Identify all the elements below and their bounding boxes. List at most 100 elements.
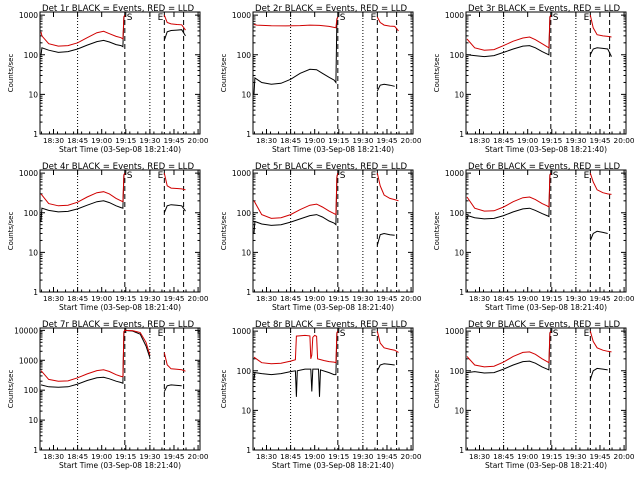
y-axis-label: Counts/sec [220, 212, 228, 251]
y-axis-label: Counts/sec [220, 370, 228, 409]
x-tick-label: 19:30 [352, 136, 373, 145]
y-tick-label: 1 [459, 288, 464, 297]
y-tick-label: 100 [450, 209, 465, 218]
x-axis-label: Start Time (03-Sep-08 18:21:40) [272, 145, 394, 154]
series-red-line [40, 329, 151, 382]
event-marker-s: S [340, 329, 346, 339]
y-tick-label: 10 [28, 416, 38, 425]
x-tick-label: 19:15 [115, 452, 136, 461]
x-tick-label: 20:00 [188, 136, 209, 145]
x-tick-label: 18:30 [469, 136, 490, 145]
y-tick-label: 100 [450, 51, 465, 60]
series-black-line [589, 367, 608, 380]
chart-title: Det 3r BLACK = Events, RED = LLD [468, 4, 620, 14]
chart-title: Det 7r BLACK = Events, RED = LLD [42, 320, 194, 330]
event-marker-e: E [371, 329, 377, 339]
y-tick-label: 1 [246, 130, 251, 139]
series-red-line [253, 172, 339, 219]
x-tick-label: 19:30 [139, 452, 160, 461]
chart-panel: Det 7r BLACK = Events, RED = LLD 1 10 100 10… [7, 320, 209, 470]
x-tick-label: 19:30 [565, 136, 586, 145]
x-tick-label: 18:45 [67, 452, 88, 461]
chart-panel: Det 1r BLACK = Events, RED = LLD 1 10 100 10… [7, 4, 209, 154]
y-tick-label: 100 [450, 367, 465, 376]
event-marker-s: S [127, 13, 133, 23]
x-tick-label: 19:45 [376, 294, 397, 303]
event-marker-e: E [584, 13, 590, 23]
series-red-line [163, 14, 186, 31]
x-tick-label: 18:30 [469, 294, 490, 303]
event-marker-s: S [553, 171, 559, 181]
y-axis-label: Counts/sec [7, 54, 15, 93]
x-tick-label: 18:45 [280, 294, 301, 303]
series-red-line [589, 172, 612, 195]
y-tick-label: 1000 [445, 327, 464, 336]
x-axis-label: Start Time (03-Sep-08 18:21:40) [59, 461, 181, 470]
y-tick-label: 100 [237, 51, 252, 60]
series-red-line [253, 330, 339, 365]
x-tick-label: 20:00 [188, 294, 209, 303]
y-tick-label: 1000 [232, 11, 251, 20]
y-tick-label: 1000 [19, 356, 38, 365]
series-red-line [376, 16, 399, 32]
y-tick-label: 10 [241, 248, 251, 257]
plot-frame [39, 327, 201, 451]
y-tick-label: 1000 [232, 327, 251, 336]
series-black-line [376, 363, 395, 372]
series-black-line [40, 329, 151, 388]
chart-title: Det 1r BLACK = Events, RED = LLD [42, 4, 194, 14]
x-tick-label: 19:45 [376, 452, 397, 461]
x-tick-label: 19:15 [328, 452, 349, 461]
x-tick-label: 19:00 [304, 136, 325, 145]
chart-title: Det 6r BLACK = Events, RED = LLD [468, 162, 620, 172]
event-marker-e: E [158, 329, 164, 339]
y-tick-label: 10 [241, 406, 251, 415]
x-tick-label: 19:15 [328, 294, 349, 303]
event-marker-e: E [158, 171, 164, 181]
chart-panel: Det 3r BLACK = Events, RED = LLD 1 10 100 10… [433, 4, 635, 154]
y-axis-label: Counts/sec [433, 212, 441, 251]
series-black-line [466, 172, 552, 220]
x-axis-label: Start Time (03-Sep-08 18:21:40) [59, 145, 181, 154]
x-tick-label: 19:30 [565, 452, 586, 461]
series-black-line [589, 47, 612, 57]
plot-frame [39, 11, 201, 135]
series-red-line [376, 172, 399, 202]
series-red-line [589, 14, 612, 38]
event-marker-e: E [371, 171, 377, 181]
series-black-line [40, 172, 126, 222]
plot-frame [252, 169, 414, 293]
x-tick-label: 18:45 [67, 136, 88, 145]
x-tick-label: 20:00 [401, 294, 422, 303]
event-marker-s: S [553, 13, 559, 23]
x-tick-label: 18:30 [43, 136, 64, 145]
y-tick-label: 1 [246, 288, 251, 297]
x-tick-label: 19:45 [589, 452, 610, 461]
series-red-line [163, 172, 186, 191]
event-marker-e: E [584, 171, 590, 181]
plot-frame [252, 327, 414, 451]
y-tick-label: 10 [454, 248, 464, 257]
y-tick-label: 100 [24, 386, 39, 395]
x-tick-label: 19:45 [163, 452, 184, 461]
x-tick-label: 20:00 [614, 452, 635, 461]
x-tick-label: 19:45 [589, 136, 610, 145]
x-tick-label: 19:45 [163, 294, 184, 303]
x-tick-label: 19:30 [352, 294, 373, 303]
x-tick-label: 20:00 [401, 452, 422, 461]
x-tick-label: 19:00 [91, 136, 112, 145]
y-tick-label: 10 [454, 406, 464, 415]
x-tick-label: 19:30 [139, 136, 160, 145]
x-tick-label: 19:00 [304, 452, 325, 461]
x-tick-label: 19:00 [304, 294, 325, 303]
series-red-line [466, 14, 552, 51]
x-tick-label: 19:15 [541, 136, 562, 145]
y-tick-label: 1 [33, 288, 38, 297]
x-axis-label: Start Time (03-Sep-08 18:21:40) [272, 303, 394, 312]
y-tick-label: 1000 [445, 169, 464, 178]
y-axis-label: Counts/sec [433, 370, 441, 409]
x-tick-label: 20:00 [614, 136, 635, 145]
x-tick-label: 19:00 [517, 294, 538, 303]
plot-frame [39, 169, 201, 293]
